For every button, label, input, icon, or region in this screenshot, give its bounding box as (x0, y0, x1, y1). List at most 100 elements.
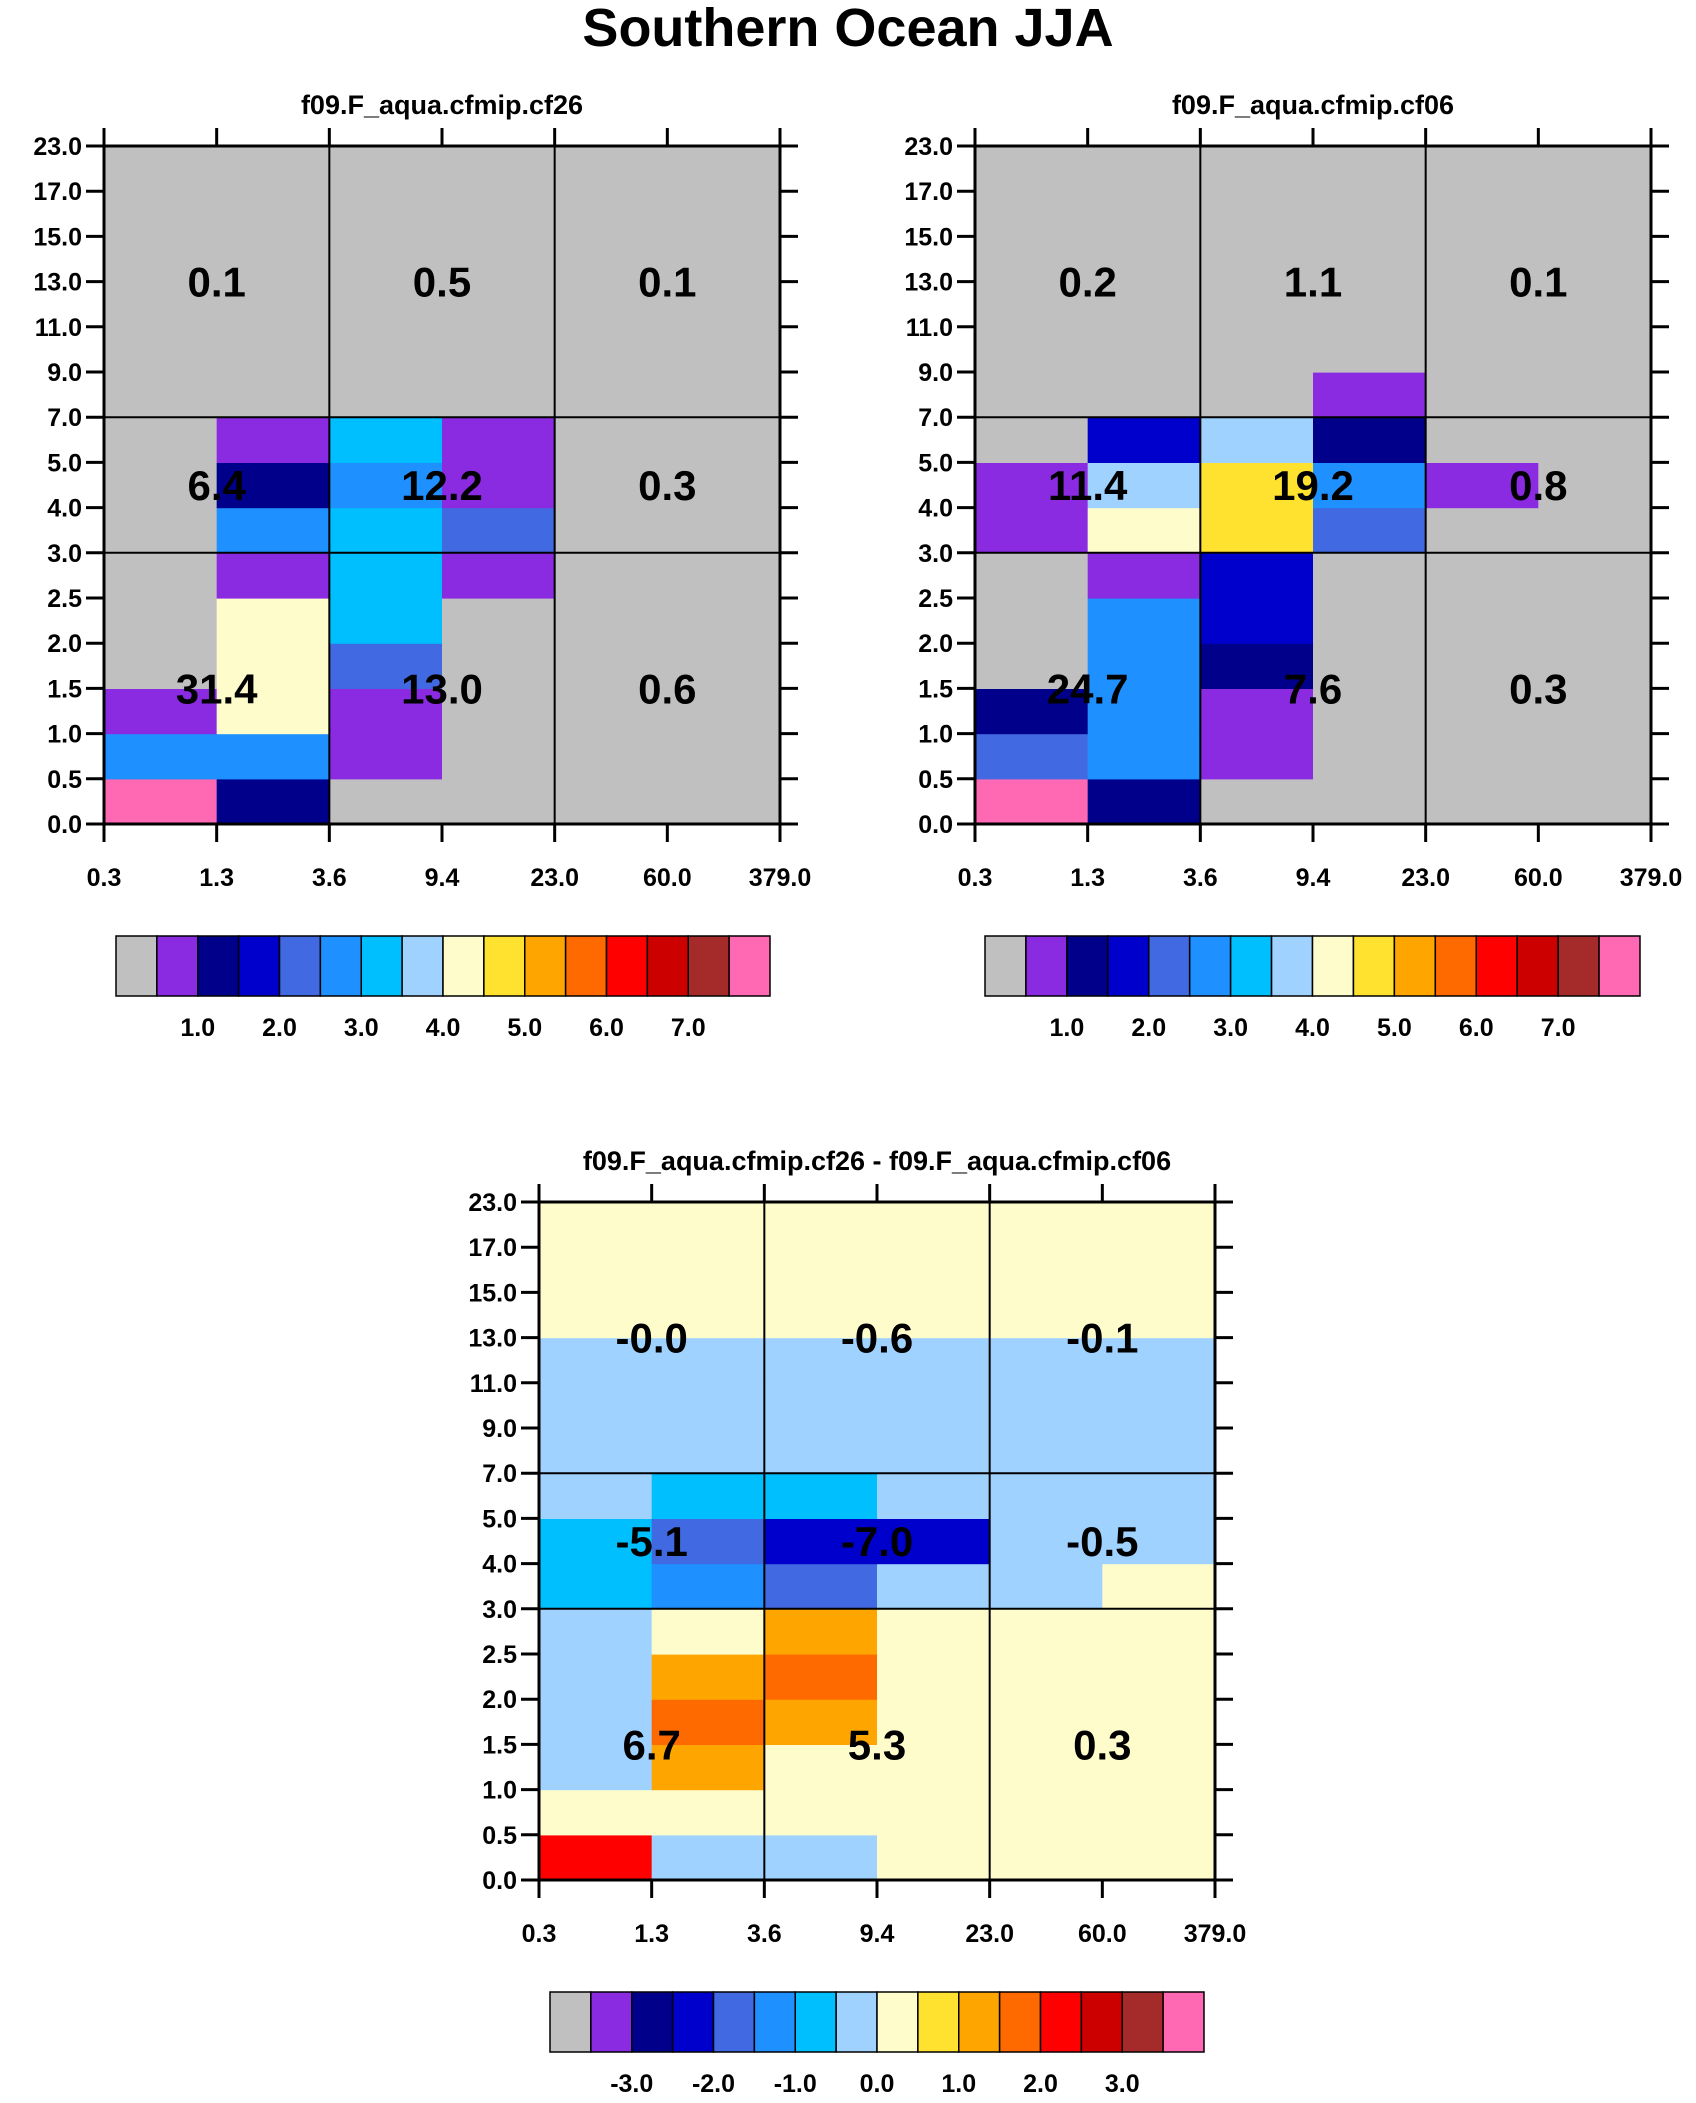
heatmap-cell (1102, 1382, 1216, 1429)
heatmap-cell (989, 1654, 1103, 1700)
data-label: 6.7 (622, 1721, 680, 1768)
heatmap-cell (989, 1834, 1103, 1881)
heatmap-cell (1087, 552, 1201, 599)
heatmap-cell (216, 417, 330, 463)
heatmap-cell (1102, 1744, 1216, 1791)
heatmap-cell (877, 1337, 991, 1384)
y-tick-label: 4.0 (47, 495, 82, 523)
heatmap-cell (1313, 598, 1427, 644)
heatmap-cell (1538, 552, 1652, 599)
x-tick-label: 23.0 (1401, 864, 1450, 892)
heatmap-cell (216, 191, 330, 237)
heatmap-cell (975, 462, 1089, 509)
heatmap-cell (1087, 326, 1201, 373)
heatmap-cell (989, 1518, 1103, 1565)
heatmap-cell (442, 598, 556, 644)
y-tick-label: 17.0 (33, 178, 82, 206)
colorbar-label: 6.0 (589, 1014, 624, 1042)
heatmap-cell (104, 733, 218, 780)
y-tick-label: 11.0 (470, 1370, 517, 1398)
heatmap-cell (1200, 778, 1314, 825)
heatmap-cell (104, 146, 218, 192)
x-tick-label: 0.3 (87, 864, 122, 892)
colorbar-swatch (646, 935, 689, 997)
heatmap-cell (651, 1518, 765, 1565)
y-tick-label: 1.0 (482, 1777, 517, 1805)
colorbar-label: 4.0 (426, 1014, 461, 1042)
heatmap-cell (216, 643, 330, 689)
heatmap-cell (667, 236, 781, 283)
heatmap-cell (1087, 598, 1201, 644)
heatmap-cell (1200, 552, 1314, 599)
colorbar-label: 1.0 (1049, 1014, 1084, 1042)
x-tick-label: 9.4 (860, 1920, 895, 1948)
y-tick-label: 2.5 (482, 1641, 517, 1669)
heatmap-cell (877, 1744, 991, 1791)
y-tick-label: 3.0 (47, 540, 82, 568)
heatmap-cell (764, 1608, 878, 1655)
y-tick-label: 13.0 (468, 1325, 517, 1353)
data-label: 24.7 (1047, 665, 1129, 712)
heatmap-cell (329, 462, 443, 509)
heatmap-cell (554, 191, 668, 237)
heatmap-cell (1313, 417, 1427, 463)
heatmap-cell (216, 146, 330, 192)
x-tick-label: 60.0 (643, 864, 692, 892)
heatmap-cell (104, 462, 218, 509)
heatmap-cell (329, 236, 443, 283)
heatmap-cell (877, 1834, 991, 1881)
heatmap-cell (329, 191, 443, 237)
y-tick-label: 9.0 (47, 359, 82, 387)
x-tick-label: 3.6 (312, 864, 347, 892)
heatmap-cell (989, 1428, 1103, 1474)
heatmap-cell (651, 1563, 765, 1610)
heatmap-cell (1538, 462, 1652, 509)
panel-title: f09.F_aqua.cfmip.cf26 (301, 90, 583, 120)
heatmap-cell (1200, 733, 1314, 780)
y-tick-label: 5.0 (482, 1505, 517, 1533)
heatmap-cell (554, 236, 668, 283)
heatmap-cell (667, 507, 781, 554)
colorbar-swatch (360, 935, 403, 997)
heatmap-cell (1087, 191, 1201, 237)
x-tick-label: 3.6 (1183, 864, 1218, 892)
heatmap-cell (442, 146, 556, 192)
x-tick-label: 23.0 (530, 864, 579, 892)
heatmap-cell (329, 688, 443, 735)
heatmap-cell (554, 281, 668, 328)
colorbar-swatch (156, 935, 199, 997)
heatmap-cell (651, 1744, 765, 1791)
y-tick-label: 9.0 (482, 1415, 517, 1443)
heatmap-cell (651, 1473, 765, 1519)
heatmap-cell (667, 462, 781, 509)
heatmap-cell (104, 552, 218, 599)
heatmap-cell (442, 688, 556, 735)
heatmap-cell (1538, 778, 1652, 825)
data-label: 6.4 (187, 462, 246, 509)
y-tick-label: 3.0 (482, 1596, 517, 1624)
heatmap-cell (667, 372, 781, 418)
heatmap-cell (877, 1789, 991, 1836)
heatmap-cell (104, 688, 218, 735)
colorbar-swatch (401, 935, 444, 997)
heatmap-cell (1313, 507, 1427, 554)
heatmap-cell (104, 778, 218, 825)
heatmap-cell (539, 1292, 653, 1339)
heatmap-cell (1425, 191, 1539, 237)
colorbar-swatch (1229, 935, 1273, 997)
heatmap-cell (651, 1292, 765, 1339)
heatmap-cell (442, 236, 556, 283)
x-tick-label: 60.0 (1514, 864, 1563, 892)
heatmap-cell (764, 1202, 878, 1248)
heatmap-cell (104, 236, 218, 283)
heatmap-cell (329, 281, 443, 328)
heatmap-cell (1200, 462, 1314, 509)
y-tick-label: 7.0 (482, 1460, 517, 1488)
data-label: 0.2 (1058, 259, 1116, 306)
heatmap-cell (442, 281, 556, 328)
heatmap-cell (1200, 281, 1314, 328)
heatmap-cell (1102, 1473, 1216, 1519)
heatmap-cell (1200, 417, 1314, 463)
colorbar-swatch (794, 1991, 837, 2053)
heatmap-cell (764, 1337, 878, 1384)
